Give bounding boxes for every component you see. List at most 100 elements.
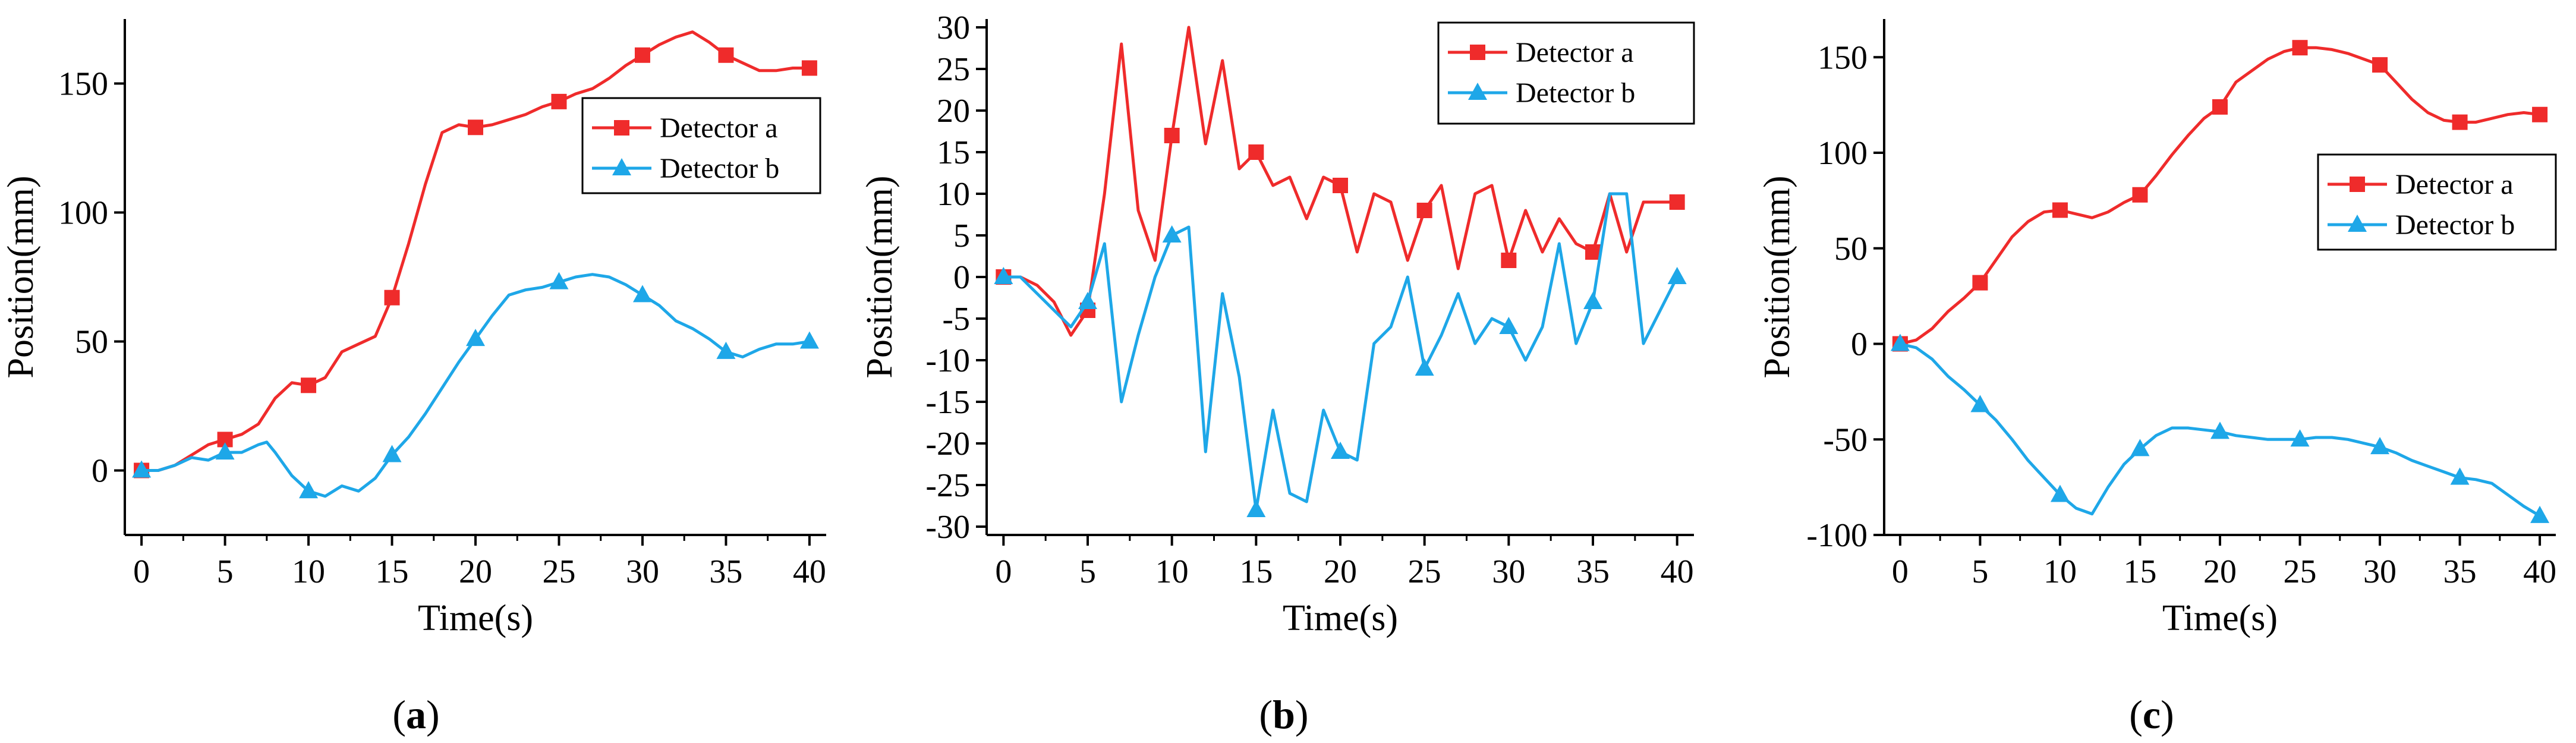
data-point-detector-b — [799, 331, 819, 349]
data-point-detector-b — [2530, 505, 2550, 523]
data-point-detector-a — [1416, 203, 1432, 218]
data-point-detector-b — [1078, 292, 1097, 309]
legend: Detector a Detector b — [581, 97, 821, 194]
x-tick-label: 40 — [793, 553, 826, 590]
x-tick-label: 10 — [292, 553, 325, 590]
data-point-detector-b — [1415, 358, 1434, 376]
panel-caption-c: (c) — [2129, 692, 2174, 737]
data-point-detector-b — [1162, 225, 1182, 243]
x-tick-label: 40 — [2523, 553, 2556, 590]
data-point-detector-a — [301, 377, 317, 393]
data-point-detector-b — [1970, 395, 1990, 413]
data-point-detector-b — [215, 442, 235, 460]
y-tick-label: -25 — [925, 467, 970, 504]
data-point-detector-b — [2050, 484, 2070, 502]
legend-label: Detector b — [660, 153, 779, 184]
x-axis-label: Time(s) — [1283, 598, 1398, 638]
x-tick-label: 10 — [2043, 553, 2077, 590]
y-tick-label: -30 — [925, 509, 970, 546]
data-point-detector-a — [1501, 253, 1517, 268]
data-point-detector-a — [1164, 128, 1180, 143]
x-tick-label: 15 — [2123, 553, 2156, 590]
x-tick-label: 30 — [2363, 553, 2397, 590]
series-line-detector-b — [141, 273, 810, 498]
data-point-detector-a — [1669, 194, 1685, 210]
data-point-detector-a — [2212, 99, 2228, 115]
legend-square-marker — [614, 120, 629, 136]
data-point-detector-a — [2372, 57, 2388, 73]
caption-close-paren: ) — [2161, 692, 2174, 737]
legend: Detector a Detector b — [1437, 21, 1695, 125]
y-tick-label: 20 — [937, 93, 970, 130]
x-tick-label: 0 — [1892, 553, 1909, 590]
legend-box — [2317, 153, 2557, 251]
data-point-detector-a — [2452, 114, 2468, 130]
data-point-detector-a — [1585, 244, 1601, 260]
data-point-detector-b — [994, 267, 1013, 284]
x-tick-label: 0 — [995, 553, 1012, 590]
x-tick-label: 35 — [2443, 553, 2477, 590]
data-point-detector-b — [2210, 421, 2229, 439]
x-tick-label: 5 — [1972, 553, 1988, 590]
data-point-detector-b — [1246, 500, 1266, 517]
x-axis-label: Time(s) — [2162, 598, 2278, 638]
x-tick-label: 0 — [133, 553, 150, 590]
y-axis-label: Position(mm) — [859, 175, 900, 378]
data-point-detector-a — [2052, 202, 2068, 218]
y-tick-label: 100 — [1818, 135, 1868, 172]
data-point-detector-b — [299, 481, 319, 499]
y-tick-label: 5 — [953, 218, 970, 254]
data-point-detector-b — [632, 285, 652, 303]
caption-letter: a — [406, 692, 426, 737]
y-tick-label: -5 — [942, 301, 970, 338]
y-tick-label: 50 — [1834, 231, 1868, 267]
y-tick-label: 150 — [1818, 39, 1868, 76]
y-tick-label: 25 — [937, 51, 970, 88]
data-point-detector-a — [634, 47, 650, 63]
panel-caption-a: (a) — [392, 692, 439, 737]
x-tick-label: 25 — [1408, 553, 1441, 590]
y-tick-label: -100 — [1806, 517, 1868, 554]
legend-label: Detector a — [1516, 37, 1634, 68]
data-point-detector-b — [1499, 317, 1519, 334]
legend-label: Detector a — [2395, 169, 2514, 200]
legend-box — [581, 97, 821, 194]
legend-triangle-marker — [2348, 215, 2367, 232]
legend-label: Detector a — [660, 112, 778, 144]
y-axis-label: Position(mm) — [1, 175, 41, 378]
data-point-detector-a — [1333, 178, 1348, 193]
y-tick-label: 150 — [58, 66, 108, 103]
caption-open-paren: ( — [2129, 692, 2143, 737]
panel-caption-b: (b) — [1259, 692, 1308, 737]
x-tick-label: 35 — [709, 553, 742, 590]
y-tick-label: 30 — [937, 10, 970, 46]
y-tick-label: 15 — [937, 134, 970, 171]
legend-box — [1437, 21, 1695, 125]
caption-letter: c — [2143, 692, 2161, 737]
x-tick-label: 35 — [1576, 553, 1610, 590]
data-point-detector-b — [466, 329, 485, 347]
x-tick-label: 20 — [1324, 553, 1357, 590]
y-tick-label: 0 — [1851, 326, 1868, 363]
data-point-detector-b — [2130, 439, 2150, 456]
x-tick-label: 5 — [217, 553, 234, 590]
x-tick-label: 25 — [542, 553, 575, 590]
y-tick-label: -20 — [925, 426, 970, 462]
data-point-detector-b — [2450, 467, 2470, 485]
data-point-detector-b — [716, 341, 736, 359]
y-tick-label: 0 — [92, 453, 108, 490]
y-tick-label: 100 — [58, 195, 108, 232]
legend-square-marker — [1470, 45, 1485, 60]
data-point-detector-a — [718, 47, 734, 63]
x-tick-label: 25 — [2284, 553, 2317, 590]
chart-panel-b: 0 5 10 15 20 25 30 35 40 -30 -25 -20 -15 -10 -5 0 5 10 15 2… — [859, 10, 1695, 737]
x-tick-label: 20 — [2203, 553, 2237, 590]
legend-triangle-marker — [1468, 83, 1487, 100]
legend-label: Detector b — [2395, 209, 2515, 241]
legend-square-marker — [2350, 177, 2365, 192]
data-point-detector-a — [1248, 144, 1264, 160]
data-point-detector-b — [1667, 267, 1687, 284]
caption-close-paren: ) — [1295, 692, 1309, 737]
y-axis-label: Position(mm) — [1757, 175, 1797, 378]
